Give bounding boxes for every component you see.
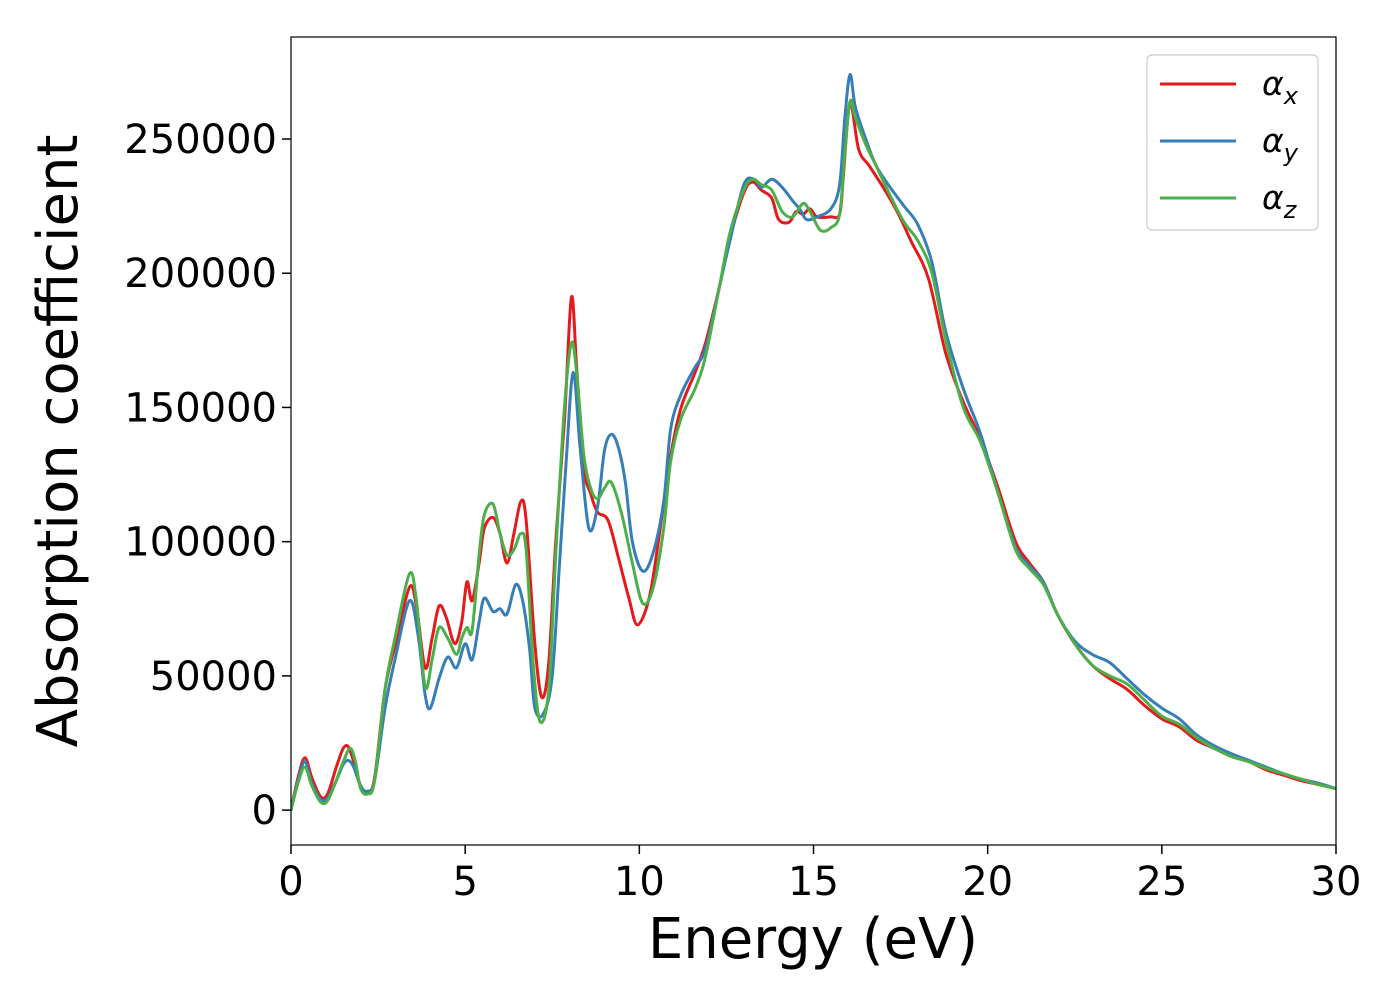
y-tick-label: 150000 [124,385,277,431]
y-tick-label: 0 [252,788,277,834]
y-axis-ticks: 0 50000 100000 150000 200000 250000 [124,117,291,834]
legend-label-y: αy [1262,121,1299,167]
y-tick-label: 200000 [124,251,277,297]
x-tick-label: 5 [452,859,477,905]
legend: αx αy αz [1146,54,1319,231]
x-tick-label: 15 [788,859,839,905]
legend-items: αx αy αz [1160,64,1299,224]
legend-label-z: αz [1262,178,1298,224]
y-tick-label: 250000 [124,117,277,163]
x-axis-ticks: 0 5 10 15 20 25 30 [278,845,1361,905]
series-layer [291,73,1336,812]
x-tick-label: 10 [614,859,665,905]
x-tick-label: 0 [278,859,303,905]
x-tick-label: 30 [1311,859,1362,905]
legend-label-x: αx [1262,64,1299,110]
y-axis-label: Absorption coefficient [26,135,91,748]
series-line-z [291,98,1336,812]
x-tick-label: 25 [1136,859,1187,905]
x-tick-label: 20 [962,859,1013,905]
x-axis-label: Energy (eV) [648,907,978,972]
y-tick-label: 50000 [150,654,277,700]
y-tick-label: 100000 [124,520,277,566]
